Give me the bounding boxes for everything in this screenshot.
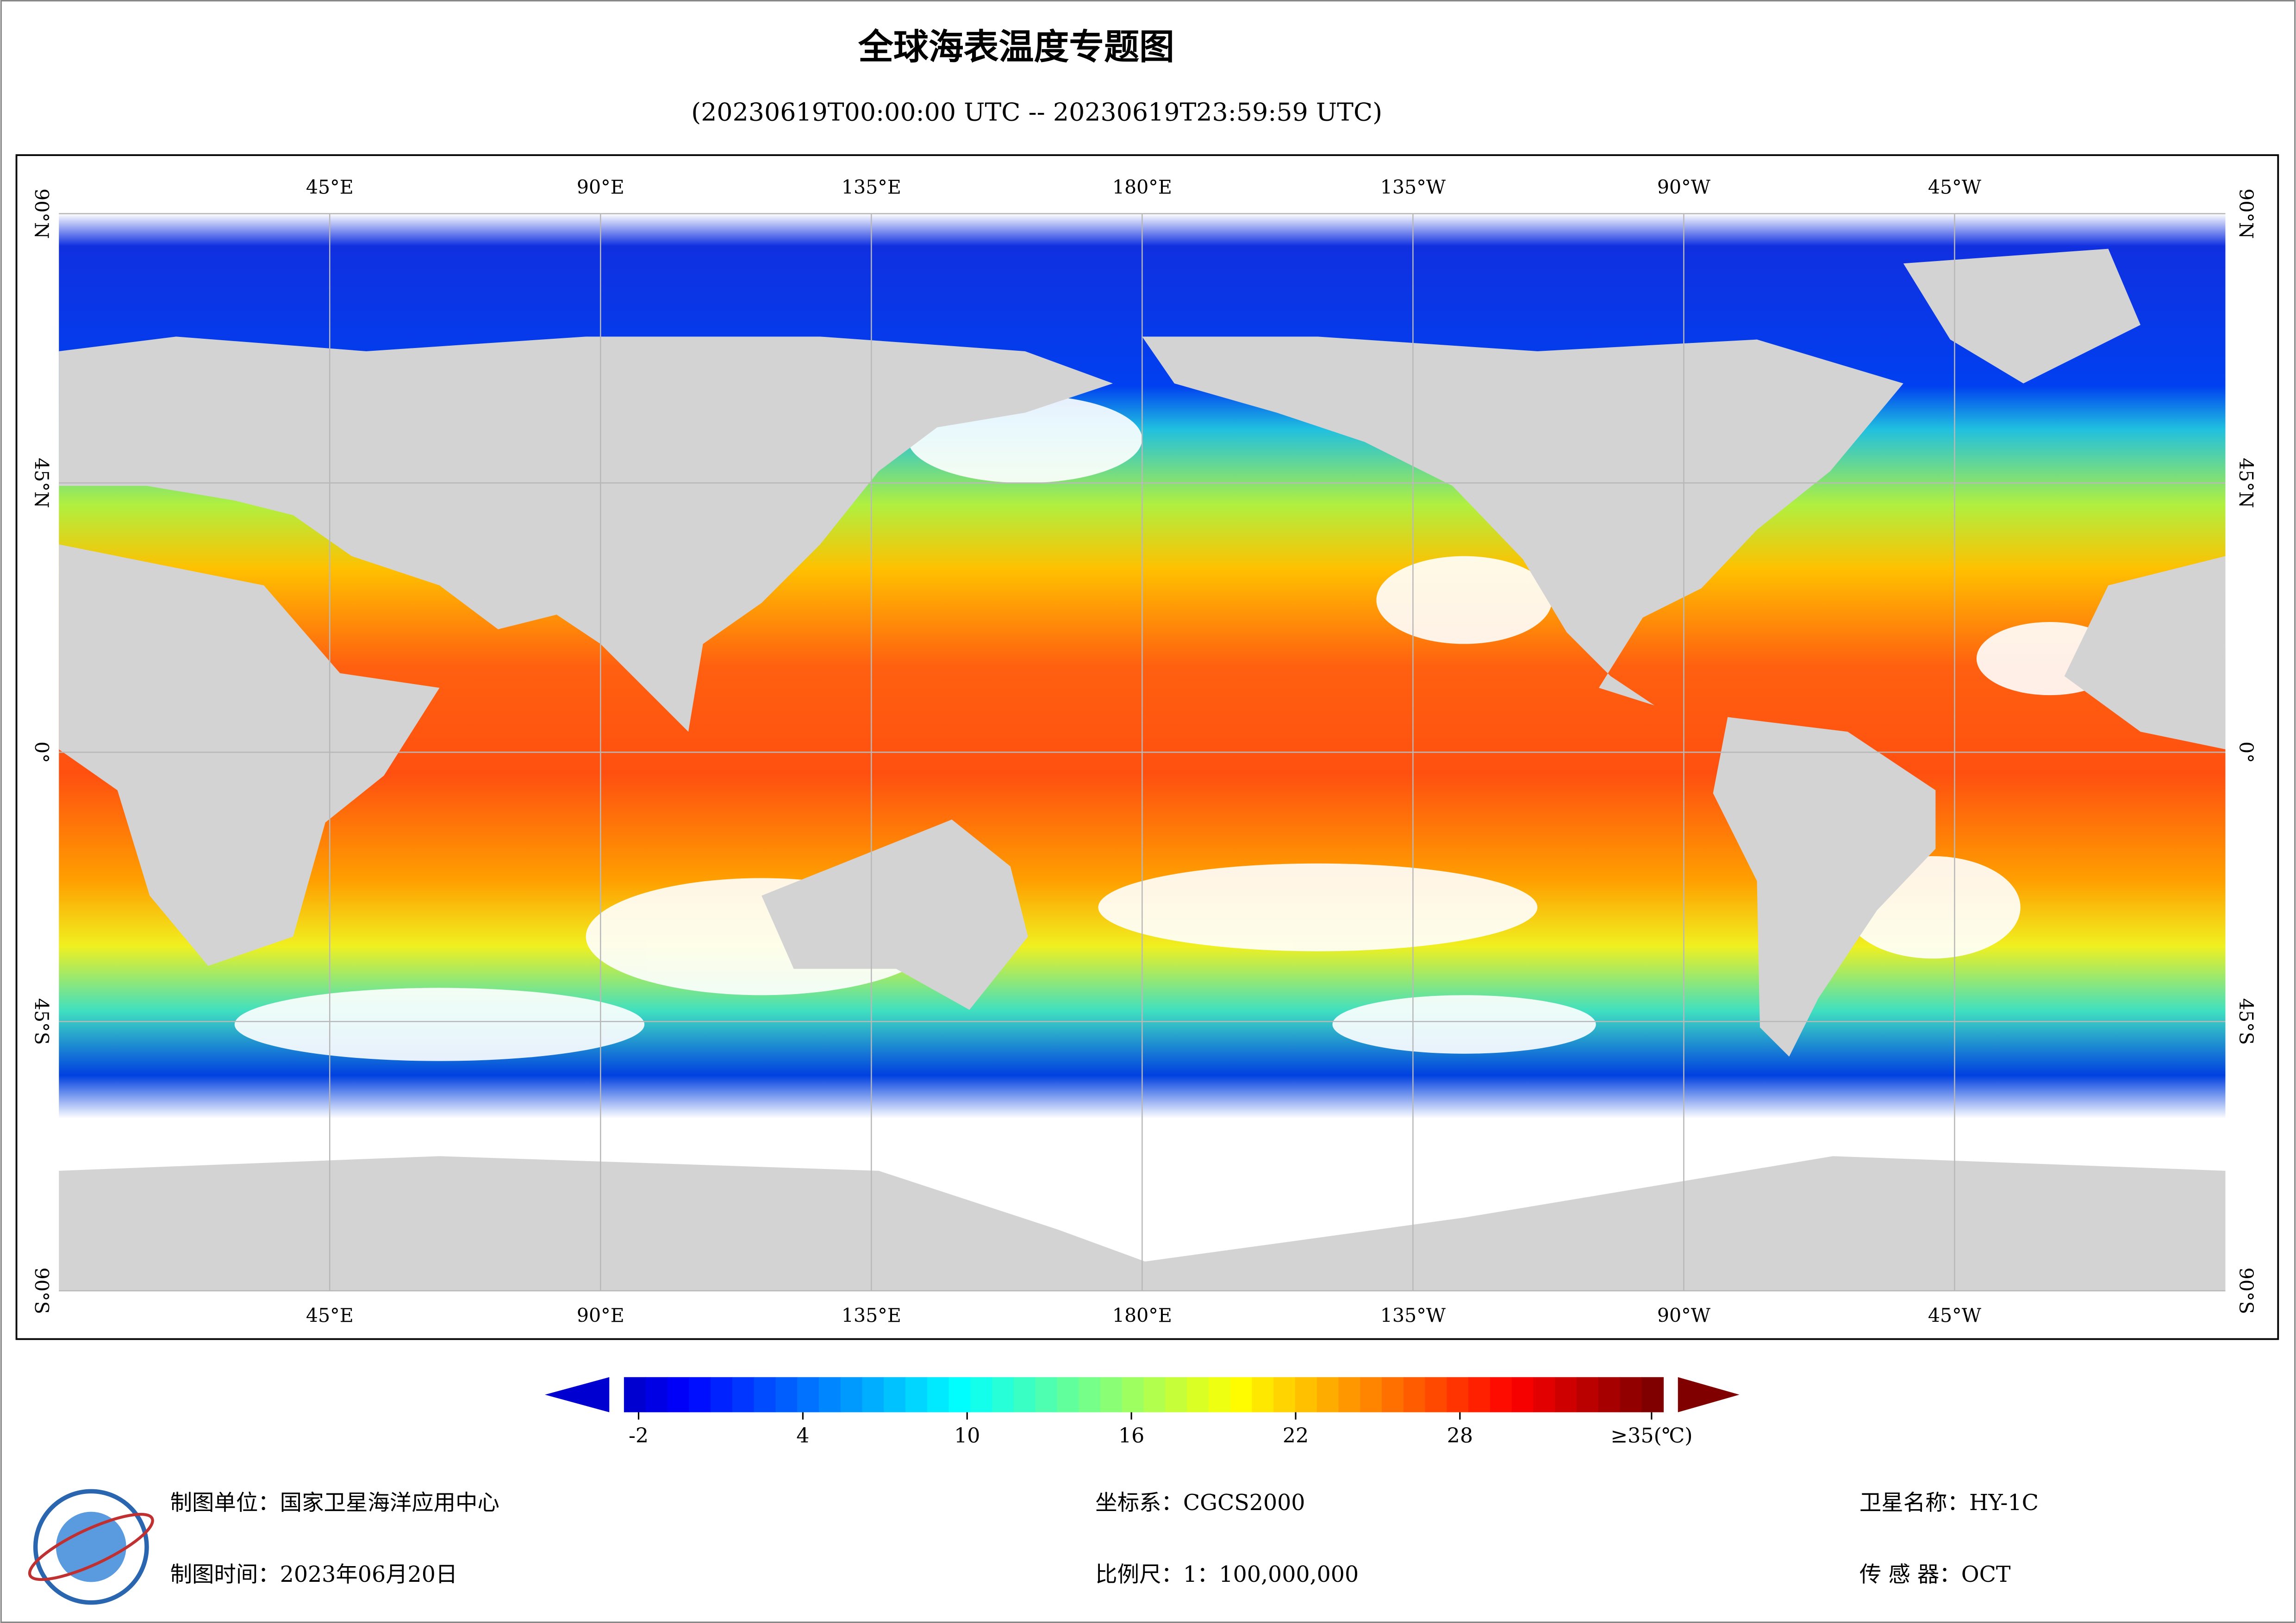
colorbar-cell [1511, 1377, 1534, 1412]
colorbar-cell [1577, 1377, 1599, 1412]
colorbar-cell [1620, 1377, 1642, 1412]
lon-label-bottom: 90°E [577, 1305, 624, 1327]
colorbar-cell [732, 1377, 755, 1412]
colorbar-cell [1122, 1377, 1144, 1412]
footer-date: 制图时间：2023年06月20日 [170, 1562, 458, 1587]
colorbar-cell [1360, 1377, 1382, 1412]
colorbar-cell [1403, 1377, 1426, 1412]
lon-label-top: 135°W [1380, 176, 1446, 198]
colorbar-low-arrow [545, 1377, 610, 1412]
colorbar-cell [1533, 1377, 1556, 1412]
colorbar-cell [862, 1377, 885, 1412]
lat-label-right: 90°N [2235, 188, 2257, 239]
colorbar-tick-label: -2 [629, 1424, 649, 1448]
colorbar-cell [1641, 1377, 1664, 1412]
colorbar-cell [1143, 1377, 1166, 1412]
lat-label-left: 90°N [31, 188, 53, 239]
footer-crs: 坐标系：CGCS2000 [1095, 1490, 1305, 1516]
logo [28, 1489, 154, 1605]
colorbar-cell [970, 1377, 993, 1412]
lon-label-top: 180°E [1112, 176, 1172, 198]
footer-producer: 制图单位：国家卫星海洋应用中心 [170, 1490, 499, 1516]
colorbar-cell [840, 1377, 863, 1412]
colorbar-cell [689, 1377, 711, 1412]
colorbar-cell [948, 1377, 971, 1412]
colorbar-tick-label: 28 [1447, 1424, 1473, 1448]
colorbar-cell [754, 1377, 776, 1412]
colorbar-cell [775, 1377, 798, 1412]
footer-sensor: 传 感 器：OCT [1859, 1562, 2011, 1587]
colorbar-cell [884, 1377, 906, 1412]
colorbar-cell [1447, 1377, 1469, 1412]
colorbar-cell [667, 1377, 690, 1412]
map-frame [15, 154, 2279, 1340]
colorbar-cell [1555, 1377, 1577, 1412]
colorbar-cell [927, 1377, 949, 1412]
lon-label-bottom: 135°E [842, 1305, 901, 1327]
colorbar-cell [1208, 1377, 1231, 1412]
logo-globe [56, 1511, 126, 1582]
lon-label-top: 90°E [577, 176, 624, 198]
colorbar-cell [992, 1377, 1014, 1412]
lon-label-bottom: 45°W [1928, 1305, 1982, 1327]
colorbar-cell [797, 1377, 819, 1412]
colorbar-cell [1230, 1377, 1253, 1412]
colorbar-cell [645, 1377, 668, 1412]
colorbar-cell [1468, 1377, 1491, 1412]
lat-label-left: 45°N [31, 458, 53, 508]
colorbar-cell [1316, 1377, 1339, 1412]
title: 全球海表温度专题图 [858, 26, 1174, 68]
land [59, 249, 2226, 1291]
colorbar-cell [1100, 1377, 1123, 1412]
lat-label-left: 45°S [31, 998, 53, 1045]
colorbar-cell [710, 1377, 733, 1412]
lon-label-bottom: 45°E [306, 1305, 354, 1327]
lat-label-right: 0° [2235, 741, 2257, 763]
lon-label-bottom: 90°W [1657, 1305, 1711, 1327]
colorbar-cell [1035, 1377, 1058, 1412]
colorbar-tick-label: 10 [954, 1424, 980, 1448]
lat-label-right: 90°S [2235, 1268, 2257, 1314]
lon-label-top: 135°E [842, 176, 901, 198]
lat-label-left: 0° [31, 741, 53, 763]
colorbar-cell [1295, 1377, 1317, 1412]
colorbar-cell [1057, 1377, 1079, 1412]
colorbar-tick-label: 16 [1118, 1424, 1144, 1448]
colorbar-cell [1338, 1377, 1361, 1412]
logo-orbit [28, 1512, 154, 1581]
lon-label-top: 90°W [1657, 176, 1711, 198]
colorbar-cell [1079, 1377, 1101, 1412]
subtitle: (20230619T00:00:00 UTC -- 20230619T23:59… [691, 98, 1382, 127]
colorbar-cell [1425, 1377, 1447, 1412]
colorbar-cell [1382, 1377, 1404, 1412]
colorbar-tick-label: ≥35(℃) [1610, 1424, 1692, 1448]
colorbar-cell [1490, 1377, 1512, 1412]
lon-label-bottom: 180°E [1112, 1305, 1172, 1327]
footer-satellite: 卫星名称：HY-1C [1859, 1490, 2039, 1516]
colorbar-cell [1187, 1377, 1209, 1412]
colorbar-cell [1598, 1377, 1621, 1412]
colorbar-tick-label: 22 [1283, 1424, 1309, 1448]
colorbar-cell [1252, 1377, 1274, 1412]
lat-label-left: 90°S [31, 1268, 53, 1314]
colorbar-high-arrow [1678, 1377, 1740, 1412]
footer-scale: 比例尺：1：100,000,000 [1095, 1562, 1359, 1587]
colorbar-tick-label: 4 [796, 1424, 809, 1448]
lon-label-top: 45°W [1928, 176, 1982, 198]
colorbar-cell [1165, 1377, 1188, 1412]
lon-label-bottom: 135°W [1380, 1305, 1446, 1327]
colorbar-cell [1273, 1377, 1296, 1412]
lon-label-top: 45°E [306, 176, 354, 198]
lat-label-right: 45°N [2235, 458, 2257, 508]
colorbar-cell [1013, 1377, 1036, 1412]
colorbar-cell [624, 1377, 646, 1412]
lat-label-right: 45°S [2235, 998, 2257, 1045]
colorbar-cell [818, 1377, 841, 1412]
colorbar-cell [905, 1377, 928, 1412]
